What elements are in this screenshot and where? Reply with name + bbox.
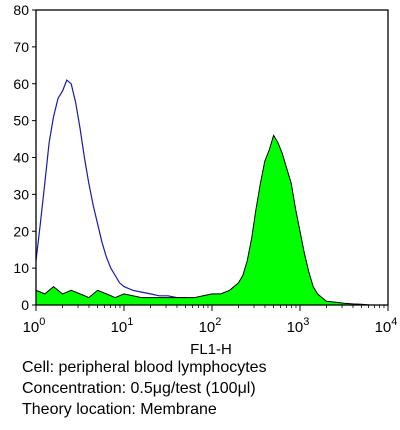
caption-cell: Cell: peripheral blood lymphocytes: [22, 359, 267, 376]
y-tick-label: 60: [13, 76, 29, 92]
y-tick-label: 50: [13, 113, 29, 129]
y-tick-label: 10: [13, 260, 29, 276]
plot-area: [35, 79, 371, 306]
y-tick-label: 80: [13, 2, 29, 18]
y-tick-label: 0: [21, 297, 29, 313]
y-tick-label: 30: [13, 186, 29, 202]
plot-frame: [35, 9, 389, 306]
stained-histogram-series: [35, 134, 371, 306]
y-tick-label: 40: [13, 150, 29, 166]
caption: Cell: peripheral blood lymphocytes Conce…: [22, 357, 392, 420]
x-tick-label: 100: [23, 316, 46, 336]
y-tick-label: 20: [13, 223, 29, 239]
x-tick-label: 104: [375, 316, 398, 336]
x-tick-label: 102: [199, 316, 222, 336]
x-axis-label: FL1-H: [190, 341, 232, 358]
axes: 0 10 20 30 40 50 60 70 80 100 101 102 103 104: [13, 2, 397, 336]
x-tick-label: 103: [287, 316, 310, 336]
y-tick-label: 70: [13, 39, 29, 55]
histogram-chart: 0 10 20 30 40 50 60 70 80 100 101 102 103 104 FL1-H: [13, 2, 397, 358]
caption-theory-location: Theory location: Membrane: [22, 401, 217, 418]
x-tick-label: 101: [111, 316, 134, 336]
caption-concentration: Concentration: 0.5μg/test (100μl): [22, 380, 256, 397]
